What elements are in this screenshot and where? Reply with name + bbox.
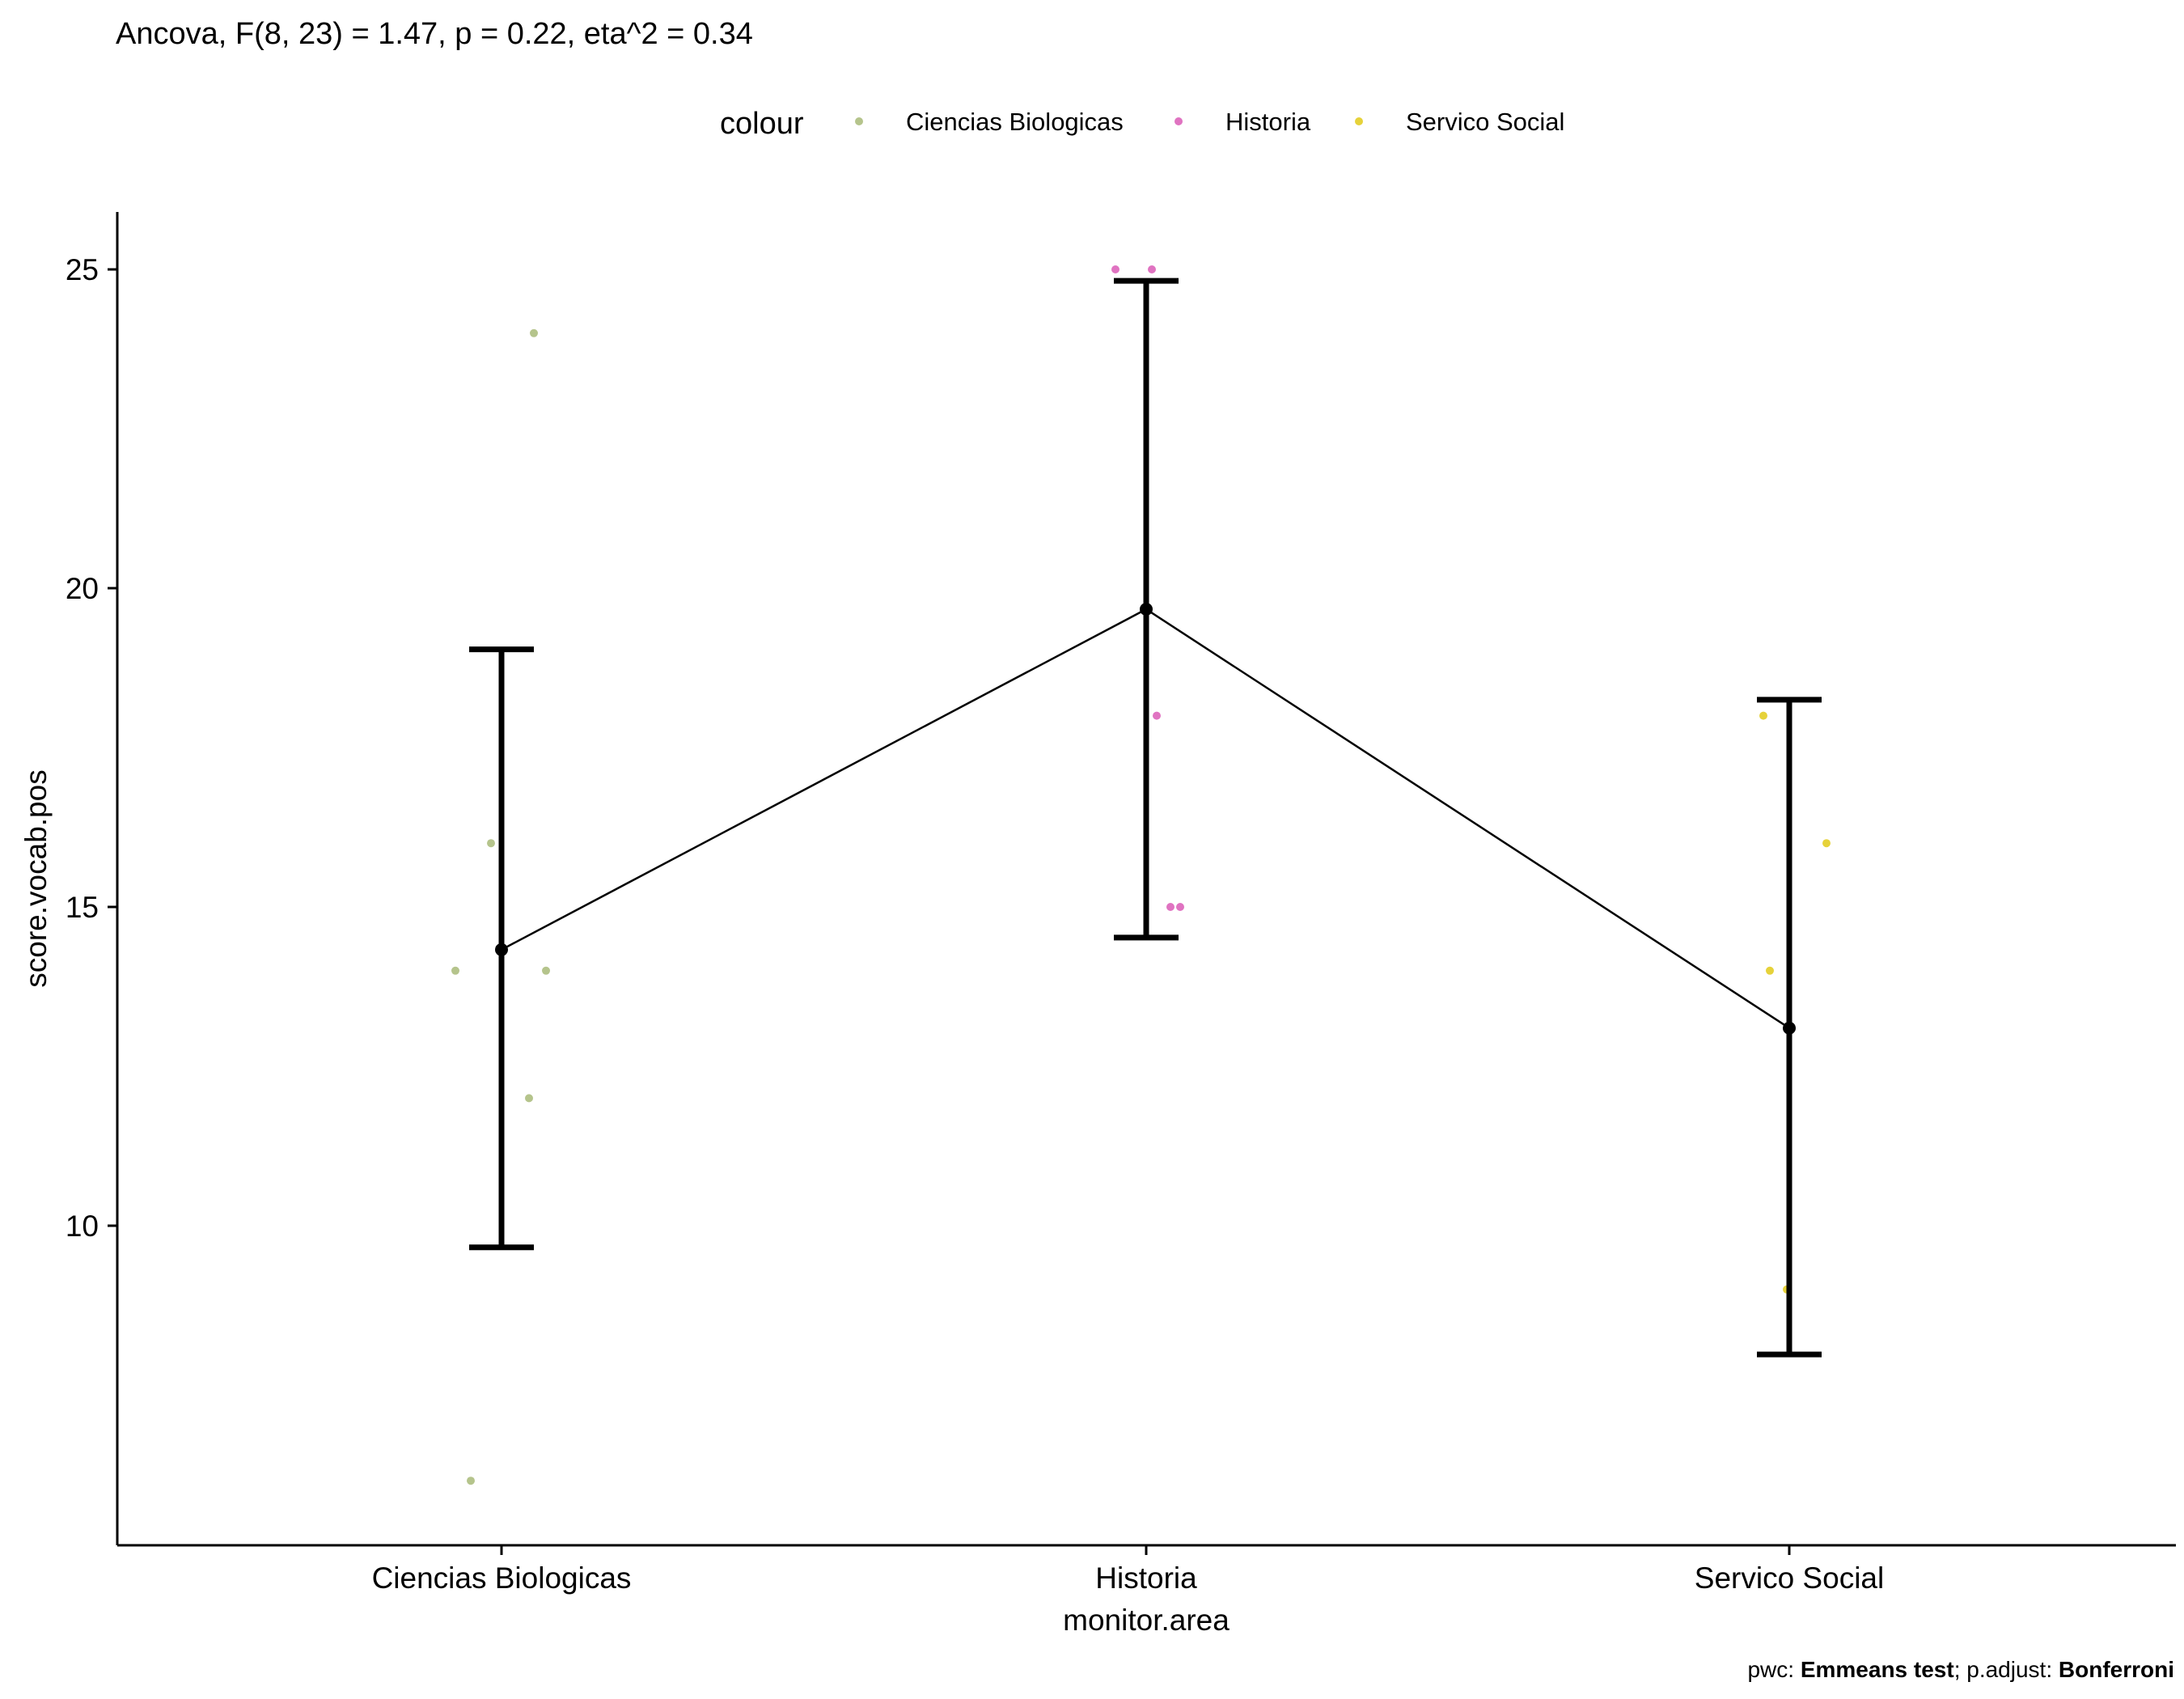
data-point-historia	[1176, 903, 1184, 911]
y-axis-ticks: 10 15 20 25	[66, 253, 117, 1243]
x-axis-title: monitor.area	[1063, 1604, 1230, 1637]
error-bars	[469, 278, 1822, 1358]
legend-label-servico-social: Servico Social	[1406, 108, 1564, 136]
data-point-servico-social	[1766, 966, 1774, 975]
caption-method: Bonferroni	[2059, 1657, 2174, 1682]
data-point-ciencias-biologicas	[530, 328, 538, 337]
x-tick-label: Ciencias Biologicas	[372, 1561, 632, 1595]
mean-point-servico-social	[1783, 1021, 1796, 1035]
caption-adjust: ; p.adjust:	[1954, 1657, 2059, 1682]
mean-point-historia	[1140, 603, 1153, 616]
legend-key-historia	[1175, 117, 1183, 125]
data-point-ciencias-biologicas	[467, 1477, 475, 1485]
caption-test: Emmeans test	[1801, 1657, 1954, 1682]
x-tick-label: Servico Social	[1695, 1561, 1884, 1595]
y-axis-title: score.vocab.pos	[19, 769, 53, 987]
data-points	[451, 265, 1831, 1485]
mean-line-group	[495, 603, 1796, 1035]
y-tick-label: 15	[66, 891, 99, 924]
caption-prefix: pwc:	[1747, 1657, 1800, 1682]
x-axis-ticks: Ciencias Biologicas Historia Servico Socia…	[372, 1545, 1884, 1595]
y-tick-label: 25	[66, 253, 99, 286]
legend-label-historia: Historia	[1225, 108, 1311, 136]
plot-panel: 10 15 20 25 Ciencias Biologicas Historia Serv…	[66, 212, 2176, 1595]
data-point-historia	[1153, 711, 1161, 720]
data-point-servico-social	[1759, 711, 1767, 720]
y-tick-label: 20	[66, 572, 99, 605]
chart-title: Ancova, F(8, 23) = 1.47, p = 0.22, eta^2…	[116, 17, 753, 51]
data-point-ciencias-biologicas	[542, 966, 550, 975]
caption: pwc: Emmeans test; p.adjust: Bonferroni	[1747, 1657, 2174, 1682]
legend-title: colour	[720, 107, 804, 141]
data-point-historia	[1148, 265, 1156, 273]
legend-key-ciencias-biologicas	[855, 117, 863, 125]
legend-key-servico-social	[1355, 117, 1363, 125]
legend-label-ciencias-biologicas: Ciencias Biologicas	[906, 108, 1124, 136]
mean-point-ciencias-biologicas	[495, 943, 508, 956]
data-point-historia	[1111, 265, 1120, 273]
data-point-ciencias-biologicas	[525, 1094, 533, 1103]
y-tick-label: 10	[66, 1210, 99, 1243]
data-point-historia	[1166, 903, 1175, 911]
legend: colour Ciencias Biologicas Historia Serv…	[720, 107, 1564, 141]
data-point-servico-social	[1822, 839, 1831, 848]
data-point-ciencias-biologicas	[487, 839, 495, 848]
data-point-ciencias-biologicas	[451, 966, 459, 975]
x-tick-label: Historia	[1095, 1561, 1197, 1595]
